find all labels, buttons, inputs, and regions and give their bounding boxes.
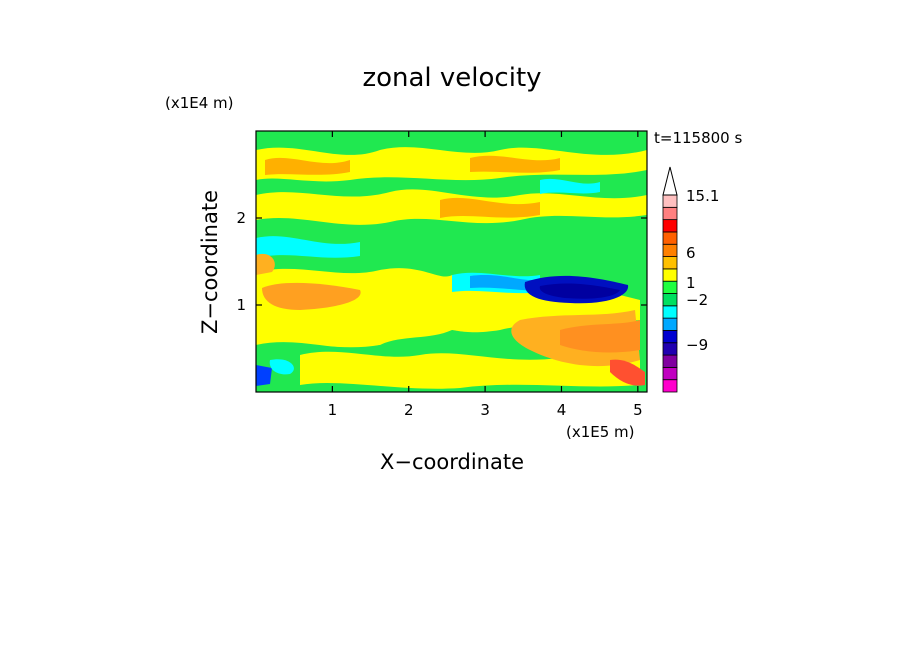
x-tick-label: 3 <box>480 401 490 419</box>
colorbar-level <box>662 366 678 381</box>
contour-field <box>256 131 647 392</box>
colorbar-level <box>662 231 678 245</box>
x-axis: 1 2 3 4 5 <box>328 131 643 419</box>
y-axis: 12 <box>236 209 647 314</box>
plot-frame <box>255 130 648 393</box>
colorbar-level <box>662 243 678 257</box>
y-scale-label: (x1E4 m) <box>165 94 234 112</box>
colorbar-level <box>662 293 678 307</box>
colorbar-level <box>662 219 678 233</box>
colorbar-level <box>662 268 678 282</box>
x-tick-label: 5 <box>633 401 643 419</box>
colorbar-tick-label: 6 <box>686 244 696 262</box>
colorbar-level <box>662 342 678 356</box>
colorbar-tick-label: 15.1 <box>686 187 719 205</box>
colorbar-level <box>662 379 678 393</box>
x-tick-label: 2 <box>404 401 414 419</box>
y-tick-label: 2 <box>236 209 246 227</box>
colorbar-level <box>662 354 678 368</box>
chart-title: zonal velocity <box>362 63 541 93</box>
colorbar-level <box>662 206 678 221</box>
time-label: t=115800 s <box>654 129 742 147</box>
colorbar-tick-label: −9 <box>686 336 708 354</box>
colorbar-level <box>662 330 678 344</box>
y-axis-label: Z−coordinate <box>198 190 222 334</box>
colorbar: 15.1 6 1−2 −9 <box>662 166 719 393</box>
colorbar-level <box>662 280 678 294</box>
colorbar-level <box>662 305 678 319</box>
colorbar-tick-label: −2 <box>686 291 708 309</box>
colorbar-tick-label: 1 <box>686 274 696 292</box>
x-axis-label: X−coordinate <box>380 450 524 474</box>
y-tick-label: 1 <box>236 296 246 314</box>
colorbar-level <box>662 317 678 331</box>
colorbar-level <box>662 194 678 208</box>
x-scale-label: (x1E5 m) <box>566 423 635 441</box>
colorbar-level <box>662 256 678 270</box>
colorbar-extend-arrow <box>662 166 678 196</box>
x-tick-label: 1 <box>328 401 338 419</box>
x-tick-label: 4 <box>557 401 567 419</box>
